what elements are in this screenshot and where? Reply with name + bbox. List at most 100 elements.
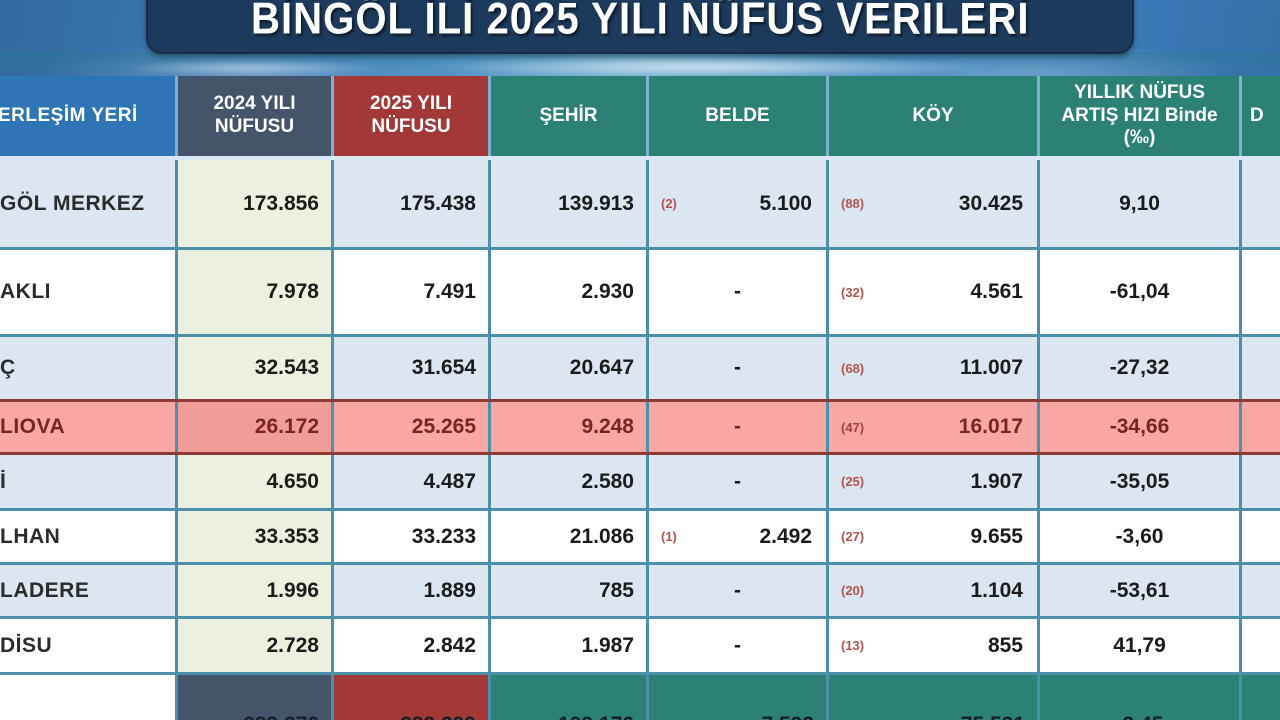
settlement-name-cell: DİSU [0, 619, 178, 672]
settlement-name-cell: LHAN [0, 511, 178, 562]
growth-rate-cell: -27,32 [1040, 337, 1242, 399]
pop-2024-cell: 4.650 [178, 455, 334, 508]
settlement-name-cell: GÖL MERKEZ [0, 160, 178, 247]
village-count-badge: (68) [841, 360, 865, 376]
settlement-name-cell: LADERE [0, 565, 178, 616]
table-row: DİSU 2.728 2.842 1.987 - (13) 855 41,79 [0, 619, 1280, 675]
background-wave-highlight [120, 60, 380, 76]
pop-2025-cell: 7.491 [334, 250, 491, 334]
table-row: AKLI 7.978 7.491 2.930 - (32) 4.561 -61,… [0, 250, 1280, 337]
growth-rate-cell: -61,04 [1040, 250, 1242, 334]
growth-rate-cell: -34,66 [1040, 402, 1242, 452]
pop-2025-cell: 2.842 [334, 619, 491, 672]
table-row: GÖL MERKEZ 173.856 175.438 139.913 (2) 5… [0, 160, 1280, 250]
pop-2025-cell: 33.233 [334, 511, 491, 562]
village-pop-cell: (88) 30.425 [829, 160, 1040, 247]
cropped-cell [1242, 511, 1280, 562]
town-pop-cell: (1) 2.492 [649, 511, 829, 562]
city-pop-cell: 9.248 [491, 402, 649, 452]
title-banner: BİNGÖL İLİ 2025 YILI NÜFUS VERİLERİ [146, 0, 1134, 54]
town-count-badge: (2) [661, 196, 677, 211]
header-settlement: ERLEŞİM YERİ [0, 76, 178, 156]
town-pop-cell: (2) 5.100 [649, 160, 829, 247]
pop-2024-cell: 173.856 [178, 160, 334, 247]
settlement-name-cell: İ [0, 455, 178, 508]
totals-2025-cell: 282.299 [334, 675, 491, 720]
village-count-badge: (32) [841, 284, 865, 300]
village-count-badge: (25) [841, 474, 865, 489]
village-count-badge: (47) [841, 419, 865, 435]
settlement-name-cell: AKLI [0, 250, 178, 334]
town-pop-cell: - [649, 402, 829, 452]
table-row: LHAN 33.353 33.233 21.086 (1) 2.492 (27)… [0, 511, 1280, 565]
village-pop-cell: (13) 855 [829, 619, 1040, 672]
background-wave-highlight [430, 56, 990, 78]
city-pop-cell: 1.987 [491, 619, 649, 672]
page-title: BİNGÖL İLİ 2025 YILI NÜFUS VERİLERİ [250, 0, 1030, 44]
cropped-cell [1242, 160, 1280, 247]
pop-2024-cell: 2.728 [178, 619, 334, 672]
city-pop-cell: 20.647 [491, 337, 649, 399]
settlement-name-cell: LIOVA [0, 402, 178, 452]
village-count-badge: (27) [841, 529, 865, 544]
table-totals-row: 283.276 282.299 199.176 7.592 75.531 -3,… [0, 675, 1280, 720]
growth-rate-cell: -35,05 [1040, 455, 1242, 508]
growth-rate-cell: 9,10 [1040, 160, 1242, 247]
table-row: LADERE 1.996 1.889 785 - (20) 1.104 -53,… [0, 565, 1280, 619]
village-pop-cell: (20) 1.104 [829, 565, 1040, 616]
table-row: İ 4.650 4.487 2.580 - (25) 1.907 -35,05 [0, 455, 1280, 511]
village-pop-cell: (68) 11.007 [829, 337, 1040, 399]
header-population-2025: 2025 YILI NÜFUSU [334, 76, 491, 156]
city-pop-cell: 785 [491, 565, 649, 616]
cropped-cell [1242, 565, 1280, 616]
village-pop-cell: (25) 1.907 [829, 455, 1040, 508]
totals-2024-cell: 283.276 [178, 675, 334, 720]
pop-2025-cell: 25.265 [334, 402, 491, 452]
totals-town-cell: 7.592 [649, 675, 829, 720]
city-pop-cell: 21.086 [491, 511, 649, 562]
header-population-2024: 2024 YILI NÜFUSU [178, 76, 334, 156]
pop-2025-cell: 1.889 [334, 565, 491, 616]
pop-2024-cell: 7.978 [178, 250, 334, 334]
cropped-cell [1242, 337, 1280, 399]
table-row-highlighted: LIOVA 26.172 25.265 9.248 - (47) 16.017 … [0, 399, 1280, 455]
header-cropped-column: D [1242, 76, 1280, 156]
town-pop-cell: - [649, 250, 829, 334]
table-header-row: ERLEŞİM YERİ 2024 YILI NÜFUSU 2025 YILI … [0, 76, 1280, 160]
city-pop-cell: 2.580 [491, 455, 649, 508]
pop-2025-cell: 31.654 [334, 337, 491, 399]
totals-village-cell: 75.531 [829, 675, 1040, 720]
cropped-cell [1242, 675, 1280, 720]
village-count-badge: (13) [841, 638, 865, 653]
table-row: Ç 32.543 31.654 20.647 - (68) 11.007 -27… [0, 337, 1280, 399]
village-pop-cell: (47) 16.017 [829, 402, 1040, 452]
town-pop-cell: - [649, 565, 829, 616]
cropped-cell [1242, 402, 1280, 452]
pop-2024-cell: 1.996 [178, 565, 334, 616]
header-village: KÖY [829, 76, 1040, 156]
pop-2024-cell: 32.543 [178, 337, 334, 399]
town-count-badge: (1) [661, 529, 677, 544]
cropped-cell [1242, 455, 1280, 508]
header-growth-rate: YILLIK NÜFUS ARTIŞ HIZI Binde (‰) [1040, 76, 1242, 156]
pop-2024-cell: 33.353 [178, 511, 334, 562]
village-count-badge: (20) [841, 583, 865, 598]
village-count-badge: (88) [841, 196, 865, 211]
village-pop-cell: (32) 4.561 [829, 250, 1040, 334]
totals-growth-cell: -3,45 [1040, 675, 1242, 720]
header-town: BELDE [649, 76, 829, 156]
pop-2025-cell: 175.438 [334, 160, 491, 247]
city-pop-cell: 2.930 [491, 250, 649, 334]
totals-name-cell [0, 675, 178, 720]
pop-2024-cell: 26.172 [178, 402, 334, 452]
growth-rate-cell: -53,61 [1040, 565, 1242, 616]
pop-2025-cell: 4.487 [334, 455, 491, 508]
settlement-name-cell: Ç [0, 337, 178, 399]
town-pop-cell: - [649, 619, 829, 672]
city-pop-cell: 139.913 [491, 160, 649, 247]
header-city: ŞEHİR [491, 76, 649, 156]
growth-rate-cell: 41,79 [1040, 619, 1242, 672]
village-pop-cell: (27) 9.655 [829, 511, 1040, 562]
town-pop-cell: - [649, 337, 829, 399]
cropped-cell [1242, 619, 1280, 672]
